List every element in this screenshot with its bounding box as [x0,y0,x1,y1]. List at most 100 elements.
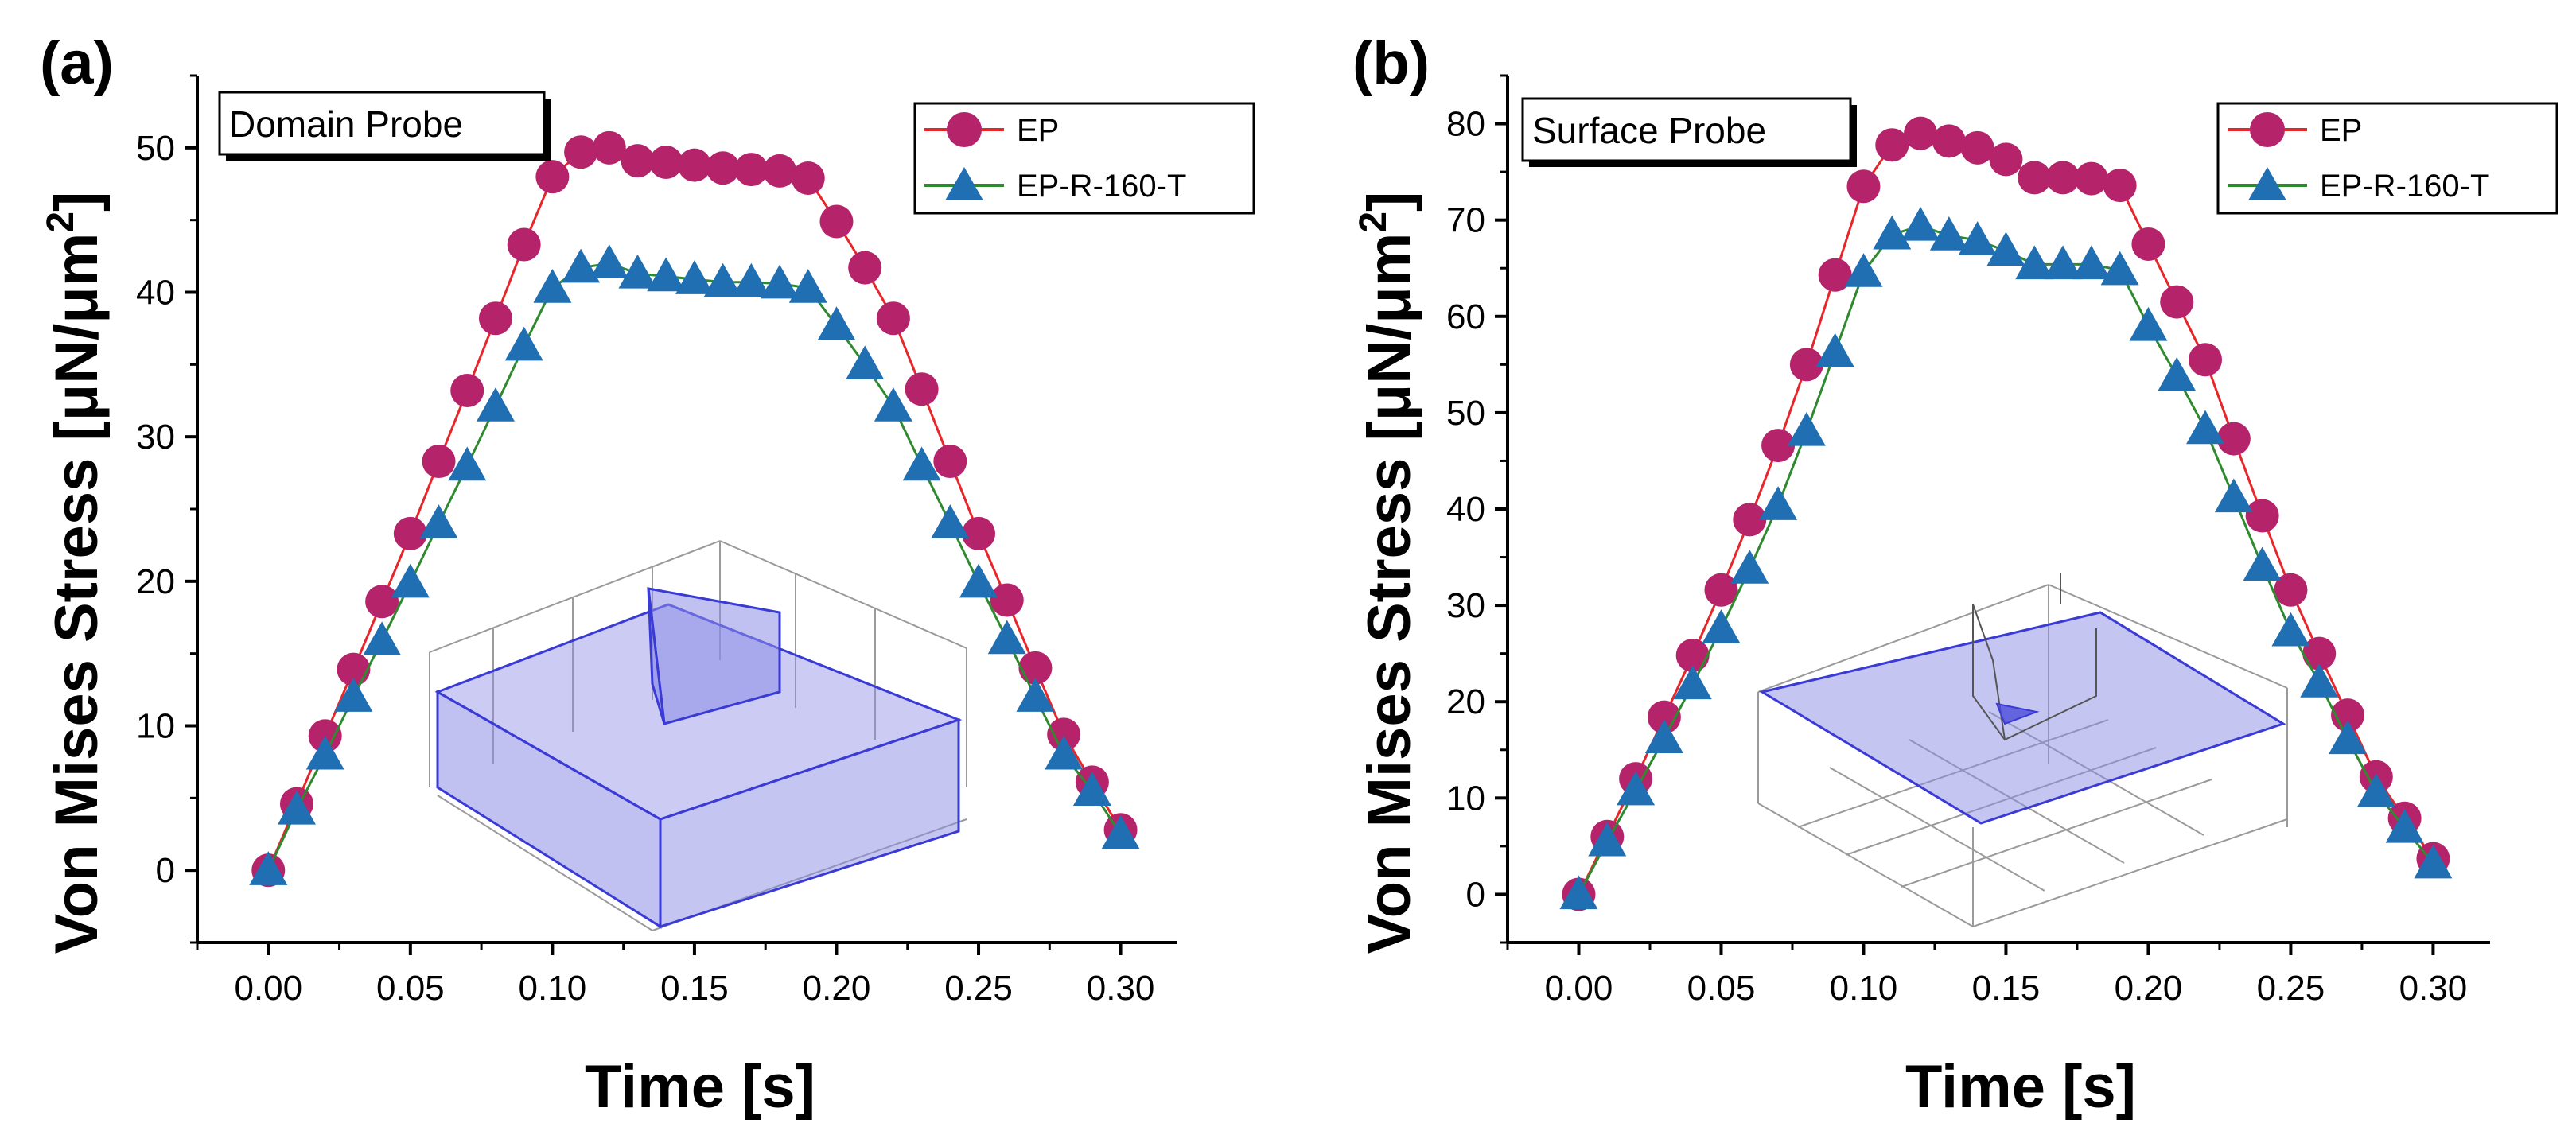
x-tick-label: 0.30 [1087,969,1155,1008]
data-point-ep [905,372,939,406]
data-point-ep [763,154,797,188]
data-point-ep [962,516,996,550]
data-point-ep [1761,429,1796,463]
data-point-ep [734,153,769,187]
data-point-ep-r-160-t [902,446,941,481]
data-point-ep-r-160-t [1072,772,1111,806]
x-tick-label: 0.10 [519,969,587,1008]
legend-label-ept: EP-R-160-T [1017,169,1186,204]
y-axis-label-end: ] [43,192,111,212]
data-point-ep-r-160-t [1958,221,1997,255]
data-point-ep [2046,161,2080,195]
data-point-ep [1733,503,1767,537]
axes-a: 0.00 0.05 0.10 0.15 0.20 0.25 0.30 0 10 20 30 40 50 [136,74,1177,1008]
inset-3d-surface-b [1757,573,2288,927]
data-point-ep-r-160-t [931,504,970,538]
data-point-ep [819,204,854,239]
data-point-ep [848,251,882,285]
data-point-ep [2302,636,2337,671]
data-point-ep-r-160-t [1759,486,1798,520]
data-point-ep [1675,639,1710,673]
data-point-ep [1904,116,1938,150]
data-point-ep [1846,169,1881,204]
data-point-ep-r-160-t [476,387,515,422]
data-point-ep [450,374,484,408]
data-point-ep [2160,285,2194,319]
data-point-ep-r-160-t [675,260,714,294]
data-point-ep [1018,651,1053,685]
data-point-ep [478,301,512,336]
data-point-ep [2018,161,2052,195]
data-point-ep [933,445,967,479]
y-tick-label: 10 [136,707,175,746]
probe-block-edge [647,588,666,725]
panel-a-chart: (a) Von Mises Stress [μN/μm2] Time [s] 0… [40,29,1255,1121]
data-point-ep-r-160-t [419,504,458,538]
data-point-ep-r-160-t [2129,306,2168,341]
data-point-ep-r-160-t [562,248,601,283]
data-point-ep-r-160-t [391,563,430,598]
legend-marker-ept [2248,167,2286,200]
data-point-ep-r-160-t [2100,251,2139,286]
data-point-ep-r-160-t [2072,245,2111,280]
y-axis-label-b: Von Mises Stress [μN/μm2] [1352,192,1423,954]
data-point-ep-r-160-t [1815,332,1854,367]
data-point-ep-r-160-t [1588,822,1627,857]
data-point-ep [791,161,825,195]
data-point-ep [592,130,626,165]
data-point-ep [1989,142,2023,177]
x-tick-label: 0.00 [1545,969,1613,1008]
data-point-ep-r-160-t [590,244,628,278]
y-axis-label-a: Von Mises Stress [μN/μm2] [40,192,111,954]
legend-label-ep: EP [1017,113,1059,148]
x-tick-label: 0.10 [1830,969,1898,1008]
data-point-ep-r-160-t [703,262,742,297]
y-axis-label-main: Von Mises Stress [μN/μm [1356,233,1423,954]
data-point-ep [990,583,1024,617]
data-point-ep [2103,169,2137,203]
data-point-ep [876,301,910,336]
data-point-ep-r-160-t [2414,844,2453,879]
data-point-ep [564,135,598,169]
data-point-ep-r-160-t [817,306,856,341]
data-point-ep-r-160-t [647,257,686,292]
x-tick-label: 0.20 [2115,969,2183,1008]
data-point-ep-r-160-t [846,345,885,380]
legend-label-ep: EP [2320,113,2362,148]
data-point-ep-r-160-t [1929,216,1968,251]
probe-surface-triangle [1995,702,2040,725]
x-tick-label: 0.15 [660,969,729,1008]
data-point-ep [1932,124,1966,158]
data-point-ep [1647,700,1681,734]
data-point-ep-r-160-t [504,326,543,361]
x-tick-label: 0.30 [2399,969,2468,1008]
data-point-ep-r-160-t [305,735,344,770]
y-tick-label: 0 [1466,875,1485,914]
data-point-ep [2274,573,2308,607]
y-tick-label: 60 [1446,297,1485,336]
data-point-ep [2131,227,2165,261]
x-axis-label-a: Time [s] [585,1053,815,1121]
data-point-ep-r-160-t [1730,550,1769,584]
data-point-ep-r-160-t [1559,875,1598,910]
x-tick-label: 0.25 [944,969,1013,1008]
legend-marker-ep [2250,112,2285,147]
legend-marker-ept [945,167,983,200]
data-point-ep-r-160-t [2186,410,2225,445]
data-point-ep-r-160-t [277,790,316,825]
data-point-ep [621,144,655,178]
y-tick-label: 20 [1446,682,1485,721]
data-point-ep-r-160-t [448,446,487,481]
y-tick-label: 70 [1446,201,1485,240]
data-point-ep [2074,161,2108,196]
svg-text:Von Mises Stress [μN/μm2]: Von Mises Stress [μN/μm2] [40,192,111,954]
axes-b: 0.00 0.05 0.10 0.15 0.20 0.25 0.30 0 10 20 30 40 50 6… [1446,74,2490,1008]
y-tick-label: 80 [1446,105,1485,144]
x-tick-label: 0.25 [2257,969,2325,1008]
data-point-ep [677,148,711,182]
data-point-ep-r-160-t [334,678,373,712]
y-tick-label: 0 [156,851,175,890]
y-axis-label-superscript: 2 [40,212,82,233]
data-point-ep-r-160-t [2356,773,2395,807]
data-point-ep [2245,499,2279,533]
